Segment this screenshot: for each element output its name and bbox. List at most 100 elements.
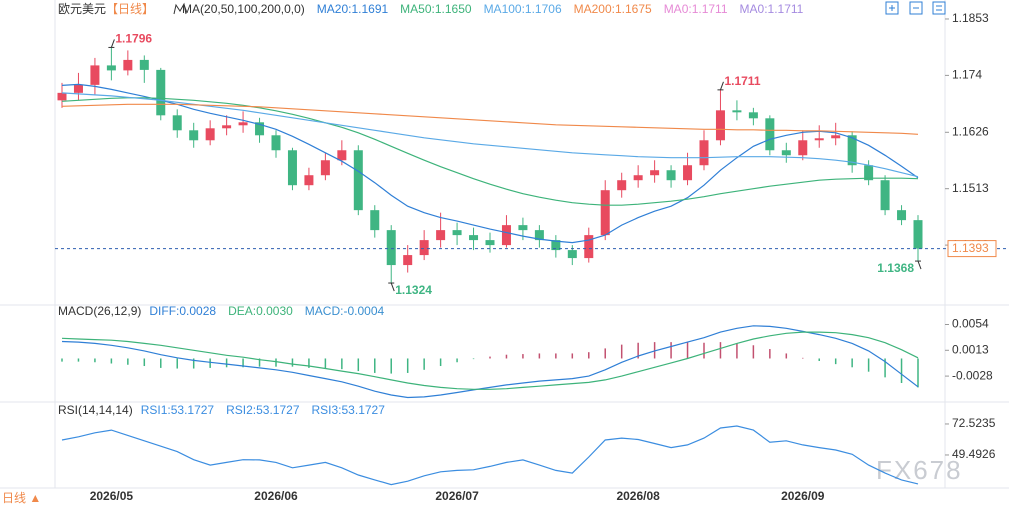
legend-entry: MACD:-0.0004 bbox=[305, 304, 385, 318]
candle-body bbox=[57, 92, 67, 101]
candle-body bbox=[419, 240, 429, 256]
indicator-label: MA(20,50,100,200,0,0) bbox=[182, 2, 305, 16]
candle-body bbox=[205, 128, 215, 141]
legend-entry: MA200:1.1675 bbox=[574, 2, 652, 16]
candle-body bbox=[765, 118, 775, 151]
moving-average-line bbox=[61, 97, 919, 206]
y-tick-label: 1.1853 bbox=[952, 11, 989, 25]
last-price-box bbox=[947, 240, 997, 258]
candle-body bbox=[469, 235, 479, 241]
moving-average-line bbox=[61, 83, 919, 244]
candle-body bbox=[353, 150, 363, 211]
annotation-leader bbox=[719, 81, 724, 91]
candle-body bbox=[798, 140, 808, 156]
panel-subtitle: 【日线】 bbox=[106, 2, 154, 16]
candle-body bbox=[172, 115, 182, 131]
legend-entry: RSI1:53.1727 bbox=[141, 403, 215, 417]
settings-icon[interactable] bbox=[932, 1, 946, 15]
candle-body bbox=[633, 175, 643, 181]
toolbar bbox=[173, 1, 946, 15]
candle-body bbox=[271, 135, 281, 151]
candle-body bbox=[287, 150, 297, 186]
zoom-out-icon[interactable] bbox=[909, 1, 923, 15]
candle-body bbox=[666, 170, 676, 181]
annotation-label: 1.1324 bbox=[395, 283, 432, 297]
candle-body bbox=[139, 59, 149, 70]
candle-body bbox=[304, 175, 314, 186]
panel-title: MACD(26,12,9) bbox=[58, 304, 141, 318]
last-price-label: 1.1393 bbox=[952, 241, 989, 255]
y-tick-label: 49.4926 bbox=[952, 447, 996, 461]
candle-body bbox=[189, 130, 199, 141]
period-label[interactable]: 日线 ▲ bbox=[2, 491, 41, 505]
candle-body bbox=[864, 165, 874, 181]
candle-body bbox=[847, 135, 857, 166]
plot-area bbox=[57, 47, 923, 284]
candle-body bbox=[386, 230, 396, 266]
y-tick-label: 1.1513 bbox=[952, 181, 989, 195]
candle-body bbox=[650, 170, 660, 176]
y-tick-label: 1.1626 bbox=[952, 124, 989, 138]
x-tick-label: 2026/06 bbox=[254, 489, 298, 503]
candle-body bbox=[732, 110, 742, 113]
candle-body bbox=[222, 125, 232, 129]
candle-body bbox=[370, 210, 380, 231]
y-tick-label: 0.0054 bbox=[952, 317, 989, 331]
candle-body bbox=[452, 230, 462, 236]
candle-body bbox=[403, 255, 413, 266]
candle-body bbox=[501, 225, 511, 246]
annotation-leader bbox=[917, 260, 922, 270]
candle-body bbox=[715, 110, 725, 141]
annotation-label: 1.1368 bbox=[877, 261, 914, 275]
legend-entry: MA20:1.1691 bbox=[317, 2, 389, 16]
candle-body bbox=[683, 165, 693, 181]
annotation-label: 1.1711 bbox=[724, 74, 760, 88]
candle-body bbox=[337, 150, 347, 161]
x-tick-label: 2026/08 bbox=[616, 489, 660, 503]
legend-entry: RSI3:53.1727 bbox=[312, 403, 386, 417]
plot-area bbox=[61, 425, 919, 486]
candle-body bbox=[238, 122, 248, 126]
candle-body bbox=[748, 112, 758, 119]
legend-entry: MA100:1.1706 bbox=[484, 2, 562, 16]
zoom-in-icon[interactable] bbox=[885, 1, 899, 15]
candle-body bbox=[551, 240, 561, 251]
y-tick-label: -0.0028 bbox=[952, 368, 993, 382]
candle-body bbox=[485, 240, 495, 246]
candle-body bbox=[73, 84, 83, 93]
legend-entry: DEA:0.0030 bbox=[228, 304, 293, 318]
annotation-leader bbox=[110, 39, 115, 48]
candle-body bbox=[534, 230, 544, 241]
legend-entry: DIFF:0.0028 bbox=[149, 304, 216, 318]
candle-body bbox=[584, 235, 594, 259]
candle-body bbox=[880, 180, 890, 211]
rsi-line bbox=[61, 425, 919, 486]
x-tick-label: 2026/07 bbox=[435, 489, 479, 503]
y-tick-label: 1.174 bbox=[952, 68, 982, 82]
panel-title: RSI(14,14,14) bbox=[58, 403, 133, 417]
x-tick-label: 2026/09 bbox=[781, 489, 825, 503]
candle-body bbox=[518, 225, 528, 231]
candle-body bbox=[781, 150, 791, 156]
panel-title: 欧元美元 bbox=[58, 2, 106, 16]
moving-average-line bbox=[61, 103, 919, 135]
macd-line bbox=[61, 331, 919, 390]
candle-body bbox=[123, 59, 133, 71]
x-tick-label: 2026/05 bbox=[90, 489, 134, 503]
candle-body bbox=[699, 140, 709, 166]
candle-body bbox=[814, 138, 824, 141]
candle-body bbox=[897, 210, 907, 221]
candle-body bbox=[90, 65, 100, 85]
candle-body bbox=[320, 160, 330, 176]
macd-line bbox=[61, 325, 919, 399]
indicator-icon bbox=[173, 2, 187, 15]
annotation-leader bbox=[390, 282, 395, 292]
y-tick-label: 0.0013 bbox=[952, 342, 989, 356]
annotation-label: 1.1796 bbox=[115, 32, 152, 46]
candle-body bbox=[567, 250, 577, 259]
candle-body bbox=[255, 122, 265, 136]
candle-body bbox=[156, 69, 166, 116]
legend-entry: MA0:1.1711 bbox=[740, 2, 804, 16]
